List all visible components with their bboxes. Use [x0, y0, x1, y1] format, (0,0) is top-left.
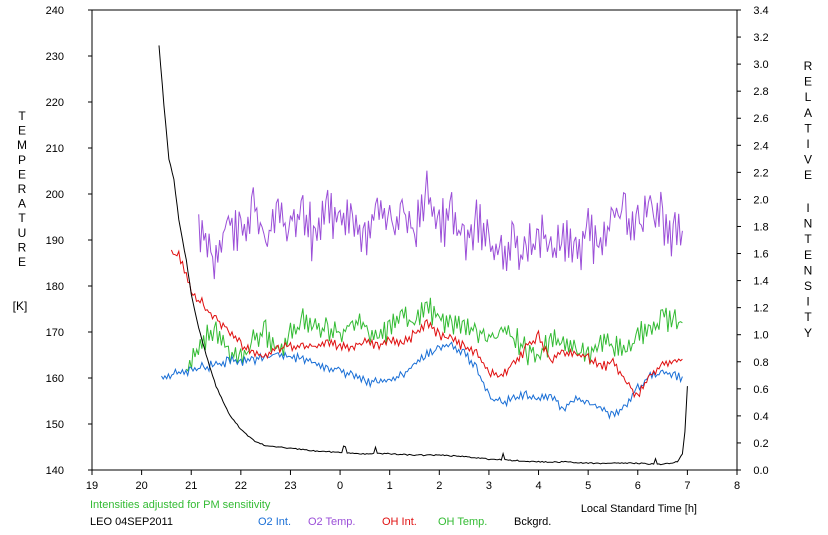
right-tick-label: 1.4 [753, 276, 768, 288]
plot-frame [91, 9, 738, 471]
right-tick-label: 3.0 [753, 59, 768, 71]
right-axis-letter: A [804, 106, 812, 120]
right-axis-letter: T [804, 232, 812, 246]
right-axis-letter: E [804, 75, 812, 89]
plot-border [91, 9, 738, 471]
right-axis-letter: N [804, 217, 813, 231]
series-oh-temp [185, 297, 683, 373]
x-tick-label: 1 [387, 480, 393, 492]
right-axis-letter: I [806, 201, 809, 215]
series-bckgrd [158, 45, 688, 466]
right-axis-letter: R [804, 59, 813, 73]
legend-entry: OH Int. [382, 516, 417, 528]
left-axis-letter: R [18, 240, 27, 254]
left-axis-letter: P [18, 153, 26, 167]
right-axis-letter: I [806, 295, 809, 309]
left-tick-label: 220 [46, 97, 64, 109]
left-axis-letter: E [18, 167, 26, 181]
left-axis-letter: A [18, 197, 26, 211]
right-tick-label: 2.6 [753, 113, 768, 125]
right-tick-label: 3.4 [753, 5, 768, 17]
x-tick-label: 21 [185, 480, 197, 492]
left-axis-letter: E [18, 124, 26, 138]
right-tick-label: 1.8 [753, 221, 768, 233]
right-tick-label: 0.4 [753, 411, 768, 423]
left-tick-label: 170 [46, 327, 64, 339]
legend-entry: O2 Temp. [308, 516, 356, 528]
right-axis-letter: T [804, 310, 812, 324]
right-tick-label: 1.0 [753, 330, 768, 342]
left-tick-label: 200 [46, 189, 64, 201]
x-tick-label: 4 [535, 480, 541, 492]
legend-entry: OH Temp. [438, 516, 487, 528]
x-tick-label: 2 [436, 480, 442, 492]
right-axis-letter: Y [804, 326, 812, 340]
legend: O2 Int. O2 Temp. OH Int. OH Temp. Bckgrd. [258, 516, 551, 528]
right-tick-label: 0.0 [753, 465, 768, 477]
x-tick-label: 20 [135, 480, 147, 492]
left-tick-label: 190 [46, 235, 64, 247]
left-tick-label: 230 [46, 51, 64, 63]
left-tick-label: 150 [46, 419, 64, 431]
left-axis-letter: T [18, 211, 26, 225]
right-axis-letter: E [804, 168, 812, 182]
left-axis-letter: E [18, 255, 26, 269]
left-axis-letter: T [18, 109, 26, 123]
left-tick-label: 240 [46, 5, 64, 17]
x-tick-label: 19 [86, 480, 98, 492]
axes: 1401501601701801902002102202302400.00.20… [46, 5, 769, 492]
x-tick-label: 6 [635, 480, 641, 492]
x-tick-label: 22 [235, 480, 247, 492]
right-tick-label: 2.2 [753, 167, 768, 179]
x-tick-label: 8 [734, 480, 740, 492]
left-axis-unit: [K] [13, 299, 28, 313]
left-axis-letter: U [18, 226, 27, 240]
x-tick-label: 7 [684, 480, 690, 492]
x-tick-label: 23 [284, 480, 296, 492]
right-tick-label: 2.0 [753, 194, 768, 206]
left-axis-letter: R [18, 182, 27, 196]
x-tick-label: 0 [337, 480, 343, 492]
right-tick-label: 2.4 [753, 140, 768, 152]
series-oh-int [170, 249, 683, 399]
right-axis-letter: E [804, 248, 812, 262]
legend-entry: Bckgrd. [514, 516, 551, 528]
series-o2-int [161, 341, 683, 420]
right-axis-letter: I [806, 137, 809, 151]
series-o2-temp [198, 170, 683, 280]
x-tick-label: 5 [585, 480, 591, 492]
right-axis-letter: L [805, 90, 812, 104]
left-tick-label: 180 [46, 281, 64, 293]
x-axis-label: Local Standard Time [h] [581, 503, 697, 515]
right-axis-letter: T [804, 121, 812, 135]
right-tick-label: 3.2 [753, 32, 768, 44]
right-tick-label: 1.2 [753, 303, 768, 315]
right-tick-label: 2.8 [753, 86, 768, 98]
legend-entry: O2 Int. [258, 516, 291, 528]
series-layer [158, 45, 688, 466]
right-tick-label: 1.6 [753, 249, 768, 261]
right-axis-letter: S [804, 279, 812, 293]
x-tick-label: 3 [486, 480, 492, 492]
left-tick-label: 210 [46, 143, 64, 155]
left-tick-label: 160 [46, 373, 64, 385]
right-axis-letter: V [804, 153, 812, 167]
right-tick-label: 0.8 [753, 357, 768, 369]
intensity-note: Intensities adjusted for PM sensitivity [90, 499, 271, 511]
right-tick-label: 0.2 [753, 438, 768, 450]
station-label: LEO 04SEP2011 [90, 516, 173, 528]
left-tick-label: 140 [46, 465, 64, 477]
right-axis-letter: N [804, 263, 813, 277]
right-tick-label: 0.6 [753, 384, 768, 396]
left-axis-letter: M [17, 138, 27, 152]
